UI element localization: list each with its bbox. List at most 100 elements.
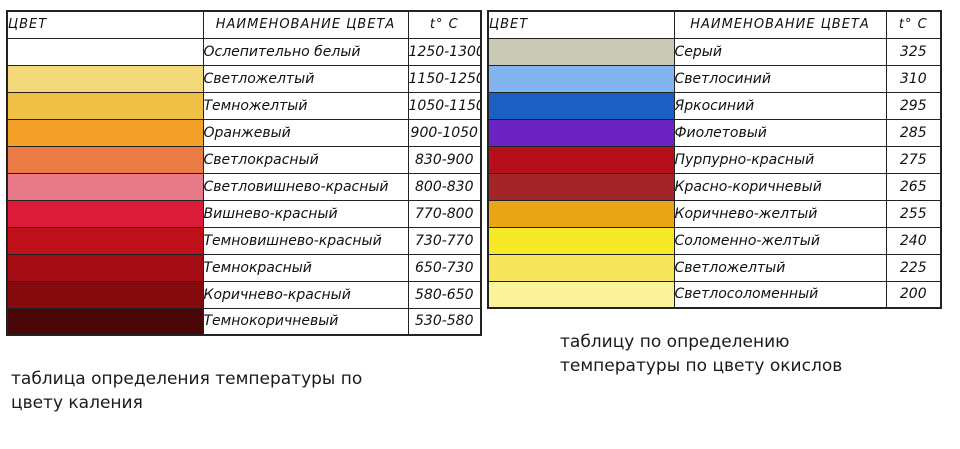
table-header-row: ЦВЕТ НАИМЕНОВАНИЕ ЦВЕТА t° C [487,10,942,39]
table-row: Фиолетовый 285 [487,118,942,147]
caption-line: таблицу по определению [560,332,790,352]
color-swatch [489,255,673,280]
color-swatch [8,39,202,64]
temperature-cell: 650-730 [407,253,482,282]
temperature-cell: 830-900 [407,145,482,174]
temperature-cell: 1050-1150 [407,91,482,120]
temperature-cell: 225 [885,253,942,282]
temperature-cell: 770-800 [407,199,482,228]
color-name-cell: Темножелтый [202,91,409,120]
header-temperature: t° C [407,10,482,39]
color-swatch-cell [6,172,204,201]
color-swatch-cell [6,226,204,255]
heat-table-caption: таблица определения температуры по цвету… [11,367,362,415]
color-name-cell: Соломенно-желтый [673,226,887,255]
table-row: Темнокрасный 650-730 [6,253,482,282]
color-swatch [489,282,673,307]
temperature-cell: 285 [885,118,942,147]
color-name-cell: Вишнево-красный [202,199,409,228]
table-row: Пурпурно-красный 275 [487,145,942,174]
temperature-cell: 900-1050 [407,118,482,147]
table-row: Темнокоричневый 530-580 [6,307,482,336]
color-name-cell: Серый [673,37,887,66]
table-row: Ослепительно белый 1250-1300 [6,37,482,66]
color-swatch [489,147,673,172]
color-swatch-cell [487,172,675,201]
color-swatch-cell [6,199,204,228]
color-swatch [489,228,673,253]
table-row: Светловишнево-красный 800-830 [6,172,482,201]
color-name-cell: Светлосоломенный [673,280,887,309]
caption-line: температуры по цвету окислов [560,356,843,376]
color-name-cell: Коричнево-желтый [673,199,887,228]
table-row: Светлокрасный 830-900 [6,145,482,174]
color-swatch [8,201,202,226]
temperature-cell: 200 [885,280,942,309]
table-row: Коричнево-желтый 255 [487,199,942,228]
color-swatch-cell [6,280,204,309]
color-swatch [8,174,202,199]
color-swatch [8,255,202,280]
color-swatch [8,228,202,253]
color-swatch-cell [487,91,675,120]
temperature-cell: 275 [885,145,942,174]
color-name-cell: Ослепительно белый [202,37,409,66]
color-swatch-cell [487,226,675,255]
color-name-cell: Светложелтый [673,253,887,282]
header-temperature: t° C [885,10,942,39]
caption-line: цвету каления [11,393,143,413]
color-swatch [8,93,202,118]
color-name-cell: Темнокрасный [202,253,409,282]
oxide-table-caption: таблицу по определению температуры по цв… [560,330,842,378]
table-row: Яркосиний 295 [487,91,942,120]
table-header-row: ЦВЕТ НАИМЕНОВАНИЕ ЦВЕТА t° C [6,10,482,39]
color-swatch [8,147,202,172]
header-color: ЦВЕТ [487,10,675,39]
color-name-cell: Красно-коричневый [673,172,887,201]
table-row: Светлосиний 310 [487,64,942,93]
temperature-cell: 730-770 [407,226,482,255]
temperature-cell: 255 [885,199,942,228]
temperature-cell: 240 [885,226,942,255]
temperature-cell: 310 [885,64,942,93]
table-row: Вишнево-красный 770-800 [6,199,482,228]
table-row: Светложелтый 1150-1250 [6,64,482,93]
color-swatch [8,120,202,145]
temperature-cell: 800-830 [407,172,482,201]
oxide-color-table-body: Серый 325 Светлосиний 310 Яркосиний 295 Фиолет… [487,37,942,309]
table-row: Красно-коричневый 265 [487,172,942,201]
color-name-cell: Светлокрасный [202,145,409,174]
table-row: Светложелтый 225 [487,253,942,282]
table-row: Темновишнево-красный 730-770 [6,226,482,255]
temperature-cell: 580-650 [407,280,482,309]
color-swatch-cell [6,145,204,174]
table-row: Соломенно-желтый 240 [487,226,942,255]
temperature-cell: 295 [885,91,942,120]
temperature-cell: 1250-1300 [407,37,482,66]
temperature-cell: 325 [885,37,942,66]
color-swatch-cell [487,118,675,147]
color-swatch-cell [487,253,675,282]
color-name-cell: Пурпурно-красный [673,145,887,174]
temperature-cell: 265 [885,172,942,201]
header-color: ЦВЕТ [6,10,204,39]
color-name-cell: Темновишнево-красный [202,226,409,255]
color-swatch-cell [6,37,204,66]
temperature-cell: 1150-1250 [407,64,482,93]
table-row: Светлосоломенный 200 [487,280,942,309]
temperature-cell: 530-580 [407,307,482,336]
color-swatch [489,39,673,64]
color-swatch-cell [487,37,675,66]
color-swatch-cell [6,64,204,93]
heat-color-table: ЦВЕТ НАИМЕНОВАНИЕ ЦВЕТА t° C Ослепительн… [6,10,482,336]
color-swatch-cell [487,145,675,174]
color-swatch-cell [6,307,204,336]
header-color-name: НАИМЕНОВАНИЕ ЦВЕТА [202,10,409,39]
color-name-cell: Фиолетовый [673,118,887,147]
color-swatch [489,201,673,226]
color-swatch-cell [487,64,675,93]
color-name-cell: Светложелтый [202,64,409,93]
color-name-cell: Оранжевый [202,118,409,147]
color-name-cell: Яркосиний [673,91,887,120]
heat-color-table-body: Ослепительно белый 1250-1300 Светложелтый 1… [6,37,482,336]
